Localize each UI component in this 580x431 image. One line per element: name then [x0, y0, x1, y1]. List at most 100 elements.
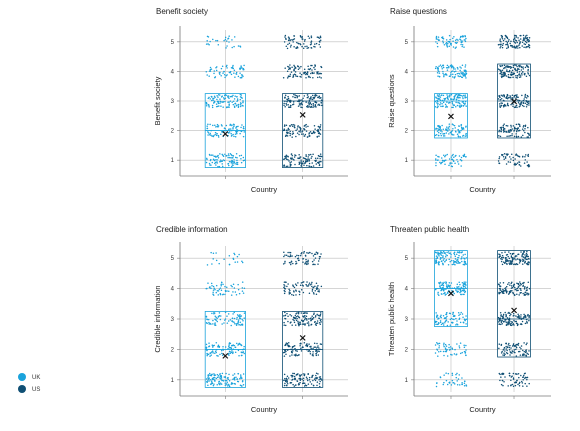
data-point: [217, 94, 220, 96]
data-point: [287, 43, 289, 46]
data-point: [217, 294, 220, 296]
data-point: [464, 135, 467, 137]
data-point: [502, 131, 505, 133]
data-point: [507, 344, 510, 346]
data-point: [222, 293, 225, 296]
data-point: [214, 374, 217, 376]
data-point: [525, 343, 527, 346]
data-point: [208, 342, 210, 344]
data-point: [512, 76, 514, 79]
data-point: [460, 105, 463, 107]
data-point: [523, 313, 525, 316]
data-point: [295, 129, 297, 132]
data-point: [314, 93, 317, 96]
data-point: [448, 252, 450, 255]
data-point: [465, 257, 468, 259]
data-point: [450, 259, 453, 262]
data-point: [215, 126, 217, 128]
data-point: [224, 346, 227, 348]
data-point: [517, 373, 520, 375]
data-point: [516, 77, 519, 79]
data-point: [213, 287, 216, 290]
data-point: [461, 260, 463, 263]
data-point: [296, 257, 299, 260]
data-point: [219, 287, 222, 289]
data-point: [523, 46, 525, 49]
data-point: [452, 66, 455, 69]
data-point: [293, 317, 295, 319]
data-point: [525, 41, 528, 44]
data-point: [312, 77, 314, 79]
data-point: [211, 312, 213, 315]
data-point: [514, 101, 516, 104]
data-point: [238, 129, 240, 132]
data-point: [506, 47, 508, 50]
data-point: [439, 320, 442, 322]
data-point: [312, 286, 314, 289]
data-point: [517, 135, 520, 138]
data-point: [464, 35, 467, 38]
data-point: [502, 126, 505, 129]
data-point: [227, 156, 229, 159]
data-point: [510, 255, 513, 257]
data-point: [456, 380, 458, 382]
data-point: [463, 281, 465, 283]
data-point: [516, 65, 518, 68]
data-point: [453, 353, 456, 355]
data-point: [317, 347, 320, 349]
data-point: [305, 260, 307, 263]
data-point: [518, 384, 521, 387]
data-point: [515, 76, 517, 79]
data-point: [218, 165, 221, 168]
data-point: [461, 351, 463, 354]
data-point: [511, 281, 513, 283]
data-point: [501, 154, 503, 157]
data-point: [299, 75, 301, 78]
data-point: [460, 156, 463, 159]
data-point: [311, 155, 313, 158]
data-point: [446, 291, 449, 294]
data-point: [512, 64, 515, 67]
data-point: [505, 40, 507, 43]
data-point: [306, 136, 309, 138]
data-point: [465, 318, 468, 321]
data-point: [298, 323, 301, 326]
data-point: [307, 125, 309, 128]
data-point: [437, 97, 439, 100]
data-point: [505, 313, 507, 316]
data-point: [446, 44, 448, 46]
data-point: [463, 293, 465, 296]
data-point: [436, 130, 439, 132]
data-point: [316, 342, 318, 345]
data-point: [438, 134, 440, 137]
data-point: [503, 72, 505, 75]
data-point: [453, 315, 455, 317]
y-tick-label: 2: [171, 347, 175, 353]
data-point: [525, 349, 527, 352]
data-point: [293, 354, 296, 356]
data-point: [232, 351, 234, 353]
data-point: [505, 342, 508, 345]
data-point: [211, 285, 213, 287]
data-point: [443, 43, 446, 46]
data-point: [221, 352, 223, 355]
data-point: [217, 125, 220, 127]
data-point: [509, 96, 512, 98]
data-point: [309, 130, 312, 133]
data-point: [449, 94, 451, 96]
data-point: [504, 311, 506, 314]
data-point: [307, 284, 310, 286]
data-point: [229, 352, 232, 354]
data-point: [444, 163, 446, 165]
data-point: [295, 290, 297, 292]
data-point: [446, 128, 448, 130]
data-point: [503, 354, 506, 357]
data-point: [206, 39, 208, 42]
data-point: [304, 45, 306, 48]
data-point: [520, 72, 523, 75]
data-point: [310, 36, 313, 39]
data-point: [462, 105, 465, 107]
data-point: [300, 164, 302, 167]
data-point: [456, 159, 458, 161]
data-point: [461, 256, 463, 258]
